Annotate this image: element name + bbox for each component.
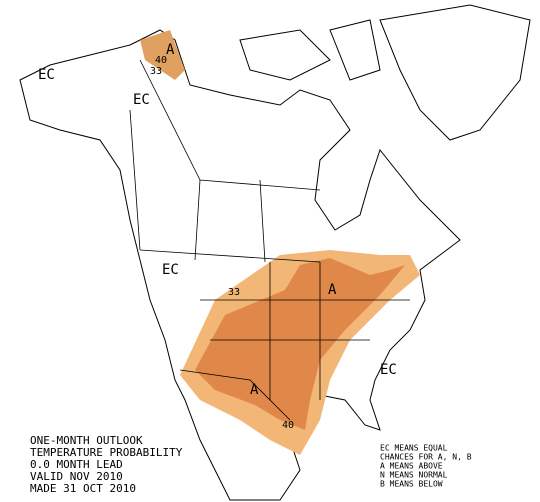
map-label: 40 [155, 55, 167, 66]
legend-line: EC MEANS EQUAL [380, 444, 448, 453]
map-label: 40 [282, 420, 294, 431]
map-label: 33 [228, 287, 240, 298]
map-label: A [328, 282, 337, 298]
title-line: VALID NOV 2010 [30, 470, 123, 483]
border-lines [129, 59, 410, 421]
map-label: EC [133, 92, 150, 108]
title-line: TEMPERATURE PROBABILITY [30, 446, 183, 459]
legend-line: A MEANS ABOVE [380, 462, 443, 471]
map-label: A [250, 382, 259, 398]
legend-line: N MEANS NORMAL [380, 471, 448, 480]
greenland [379, 4, 531, 141]
title-line: ONE-MONTH OUTLOOK [30, 434, 143, 447]
arctic-island [329, 19, 381, 81]
legend-line: CHANCES FOR A, N, B [380, 453, 472, 462]
arctic-island [239, 29, 331, 81]
map-label: EC [162, 262, 179, 278]
above-40-region [195, 258, 405, 430]
title-line: 0.0 MONTH LEAD [30, 458, 123, 471]
continent [19, 29, 461, 501]
map-label: EC [380, 362, 397, 378]
legend-line: B MEANS BELOW [380, 480, 443, 489]
map-label: EC [38, 67, 55, 83]
alaska-above-region [140, 30, 185, 80]
legend-block: EC MEANS EQUAL CHANCES FOR A, N, B A MEA… [380, 444, 472, 489]
title-block: ONE-MONTH OUTLOOK TEMPERATURE PROBABILIT… [30, 434, 183, 495]
map-label: 33 [150, 66, 162, 77]
title-line: MADE 31 OCT 2010 [30, 482, 136, 495]
map-label: A [166, 42, 175, 58]
